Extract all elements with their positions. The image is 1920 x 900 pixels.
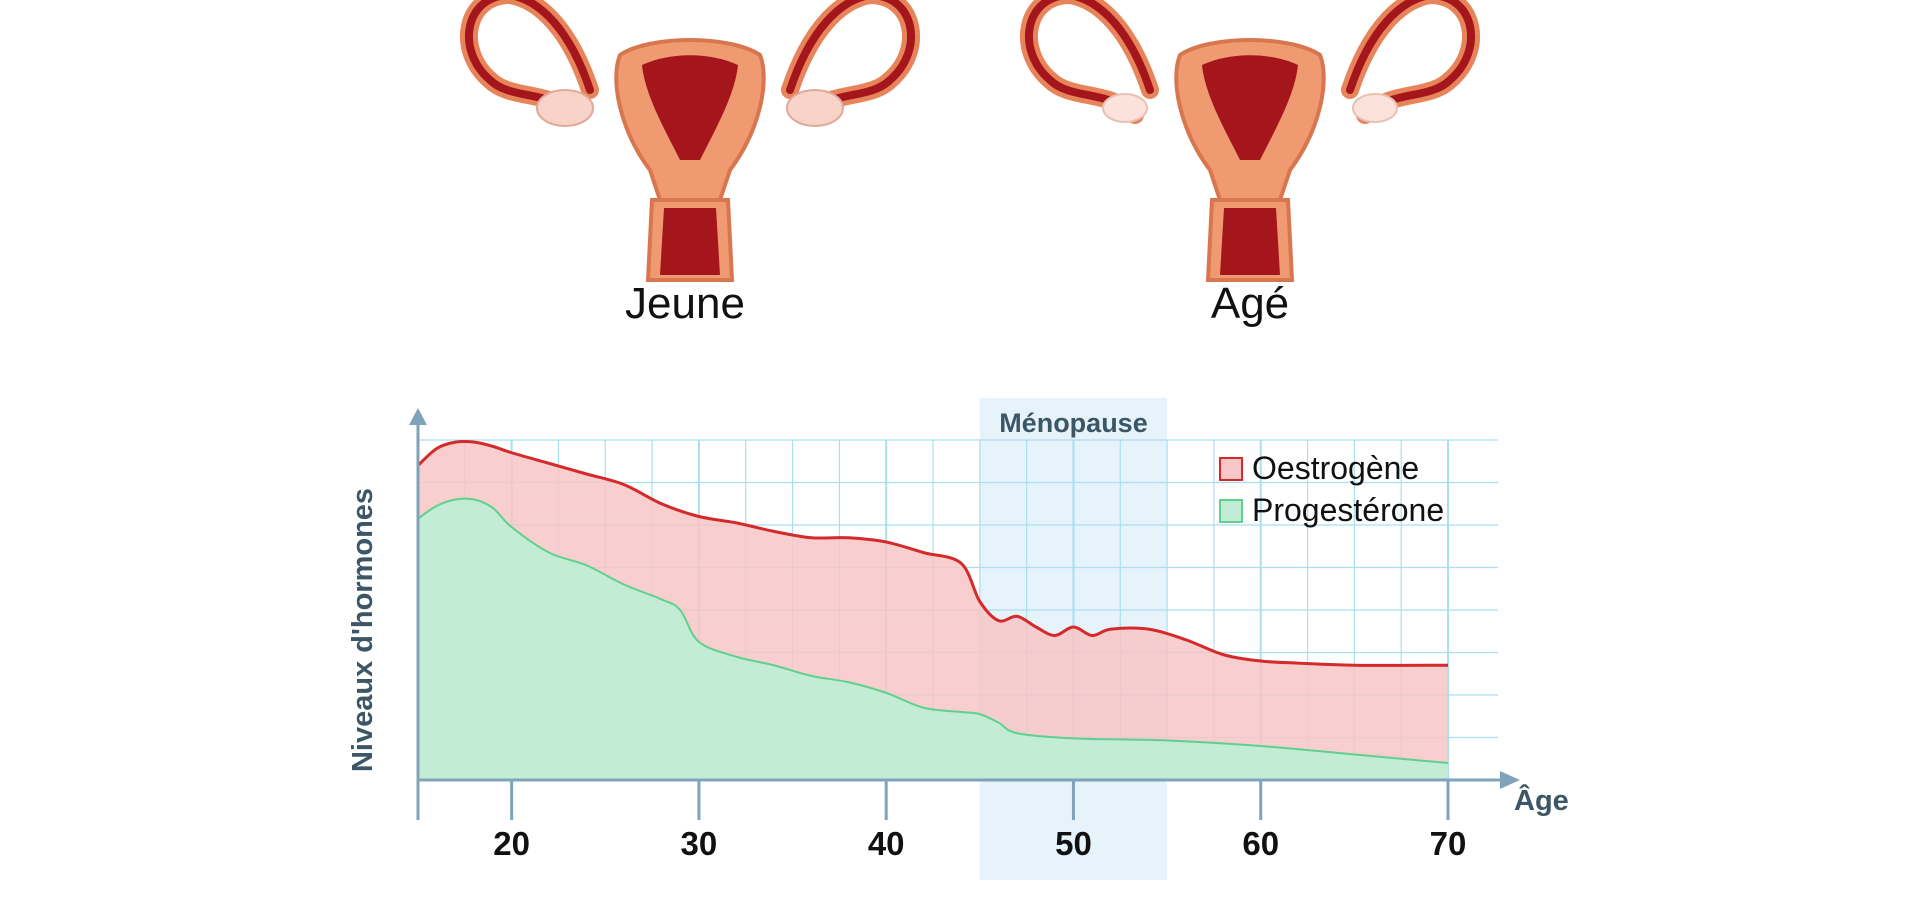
young-label: Jeune bbox=[625, 279, 745, 328]
legend-label: Oestrogène bbox=[1252, 450, 1419, 486]
x-tick-label: 50 bbox=[1055, 825, 1092, 862]
young-uterus-illustration bbox=[469, 0, 911, 280]
chart-legend: Oestrogène Progestérone bbox=[1219, 450, 1444, 528]
x-tick-labels: 20 30 40 50 60 70 bbox=[493, 780, 1466, 862]
x-tick-label: 30 bbox=[681, 825, 718, 862]
series-area-progesterone bbox=[418, 498, 1448, 780]
left-ovary-icon bbox=[536, 89, 594, 127]
y-axis-label: Niveaux d'hormones bbox=[347, 488, 379, 772]
hormone-area-chart: 20 30 40 50 60 70 Ménopause Âge Niveaux d'hor… bbox=[347, 398, 1569, 880]
series-line-oestrogene bbox=[416, 439, 1449, 667]
old-uterus-illustration bbox=[1029, 0, 1471, 280]
left-ovary-icon bbox=[1102, 93, 1148, 123]
old-label: Agé bbox=[1211, 279, 1289, 328]
legend-swatch bbox=[1219, 499, 1243, 523]
legend-swatch bbox=[1219, 457, 1243, 481]
x-tick-label: 60 bbox=[1242, 825, 1279, 862]
series-line-progesterone bbox=[417, 497, 1449, 764]
chart-axes bbox=[409, 408, 1520, 820]
legend-label: Progestérone bbox=[1252, 492, 1444, 528]
y-axis-arrow-icon bbox=[409, 408, 427, 425]
x-tick-label: 40 bbox=[868, 825, 905, 862]
right-ovary-icon bbox=[1352, 93, 1398, 123]
x-tick-label: 70 bbox=[1430, 825, 1467, 862]
x-tick-label: 20 bbox=[493, 825, 530, 862]
menopause-label: Ménopause bbox=[999, 408, 1148, 438]
right-ovary-icon bbox=[786, 89, 844, 127]
x-axis-arrow-icon bbox=[1500, 771, 1520, 789]
x-axis-label: Âge bbox=[1514, 783, 1569, 817]
